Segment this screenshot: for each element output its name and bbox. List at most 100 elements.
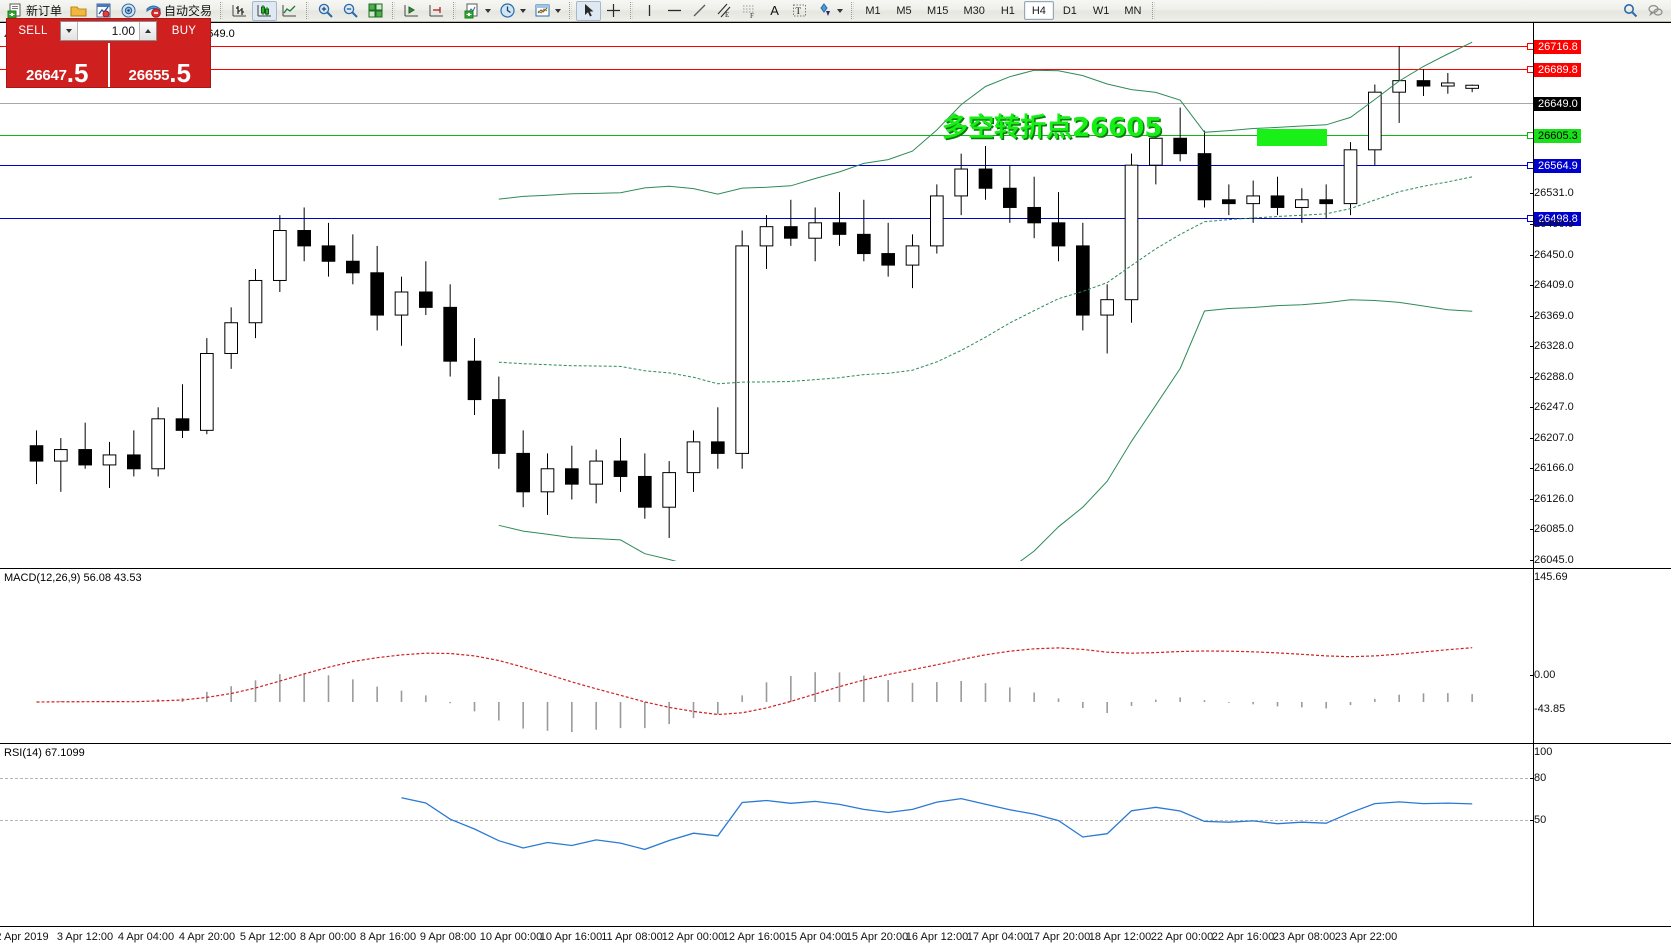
toolbar-separator-8 (1152, 2, 1156, 19)
templates-button[interactable] (530, 1, 565, 21)
rsi-subwindow[interactable]: RSI(14) 67.1099 100 80 50 (0, 743, 1671, 926)
time-label-9: 10 Apr 16:00 (539, 931, 603, 943)
zoom-in-button[interactable] (313, 1, 338, 21)
chart-bottom-border (0, 926, 1671, 927)
timeframe-m30[interactable]: M30 (963, 4, 985, 17)
time-label-3: 4 Apr 20:00 (178, 931, 236, 943)
zoom-out-button[interactable] (338, 1, 363, 21)
price-tick-26085: 26085.0 (1530, 523, 1574, 535)
market-watch-button[interactable] (91, 1, 116, 21)
bar-chart-button[interactable] (227, 1, 252, 21)
autotrading-button[interactable]: 自动交易 (141, 1, 216, 21)
triangle-down-icon (66, 29, 72, 33)
timeframe-h1[interactable]: H1 (1000, 4, 1015, 17)
oct-price-row: 26647 .5 26655 .5 (7, 43, 210, 87)
time-label-21: 23 Apr 08:00 (1272, 931, 1336, 943)
text-label-button[interactable]: T (787, 1, 812, 21)
timeframe-m5[interactable]: M5 (896, 4, 912, 17)
zoom-out-icon (342, 2, 359, 19)
rsi-axis-50: 50 (1529, 814, 1547, 826)
timeframe-mn[interactable]: MN (1124, 4, 1142, 17)
shapes-button[interactable] (812, 1, 847, 21)
periods-button[interactable] (495, 1, 530, 21)
tile-windows-button[interactable] (363, 1, 388, 21)
folder-icon (70, 2, 87, 19)
highlight-rectangle[interactable] (1257, 129, 1327, 146)
auto-scroll-icon (428, 2, 445, 19)
time-label-1: 3 Apr 12:00 (56, 931, 114, 943)
new-order-button[interactable]: 新订单 (3, 1, 66, 21)
timeframe-m1[interactable]: M1 (865, 4, 881, 17)
time-label-14: 15 Apr 20:00 (845, 931, 909, 943)
toolbar-separator-3 (392, 2, 396, 19)
crosshair-icon (605, 2, 622, 19)
magnifier-button[interactable] (1618, 1, 1643, 21)
rsi-axis-100: 100 (1534, 746, 1553, 758)
price-line-pivot-26605 (0, 135, 1533, 136)
time-axis[interactable]: 2 Apr 2019 3 Apr 12:00 4 Apr 04:00 4 Apr 20… (0, 927, 1671, 949)
volume-value[interactable]: 1.00 (111, 24, 135, 38)
fibonacci-button[interactable]: F (737, 1, 762, 21)
text-button[interactable]: A (762, 1, 787, 21)
chevron-down-icon-3[interactable] (555, 8, 562, 13)
autotrading-label: 自动交易 (164, 4, 213, 18)
auto-scroll-button[interactable] (424, 1, 449, 21)
price-label-26498: 26498.8 (1534, 212, 1581, 226)
chat-icon (1647, 2, 1664, 19)
chevron-down-icon[interactable] (485, 8, 492, 13)
buy-price[interactable]: 26655 .5 (107, 43, 211, 88)
trendline-icon (691, 2, 708, 19)
candlestick-chart-button[interactable] (252, 0, 278, 21)
chart-canvas[interactable]: DJ30-,H4 26645.0 26650.0 26640.0 26649.0… (0, 22, 1671, 949)
toolbar-separator-2 (306, 2, 310, 19)
volume-increment-button[interactable] (139, 22, 156, 40)
buy-price-integer: 26655 (128, 67, 170, 84)
cursor-button[interactable] (576, 0, 602, 21)
sell-button[interactable]: SELL (18, 25, 48, 37)
horizontal-line-button[interactable] (662, 1, 687, 21)
timeframe-w1[interactable]: W1 (1092, 4, 1110, 17)
price-tick-26450: 26450.0 (1530, 249, 1574, 261)
candlestick-series (29, 41, 1479, 561)
price-label-current-26649: 26649.0 (1534, 97, 1581, 111)
timeframe-h4[interactable]: H4 (1023, 1, 1054, 20)
timeframe-d1[interactable]: D1 (1062, 4, 1077, 17)
trendline-button[interactable] (687, 1, 712, 21)
price-tick-26328: 26328.0 (1530, 340, 1574, 352)
line-chart-button[interactable] (277, 1, 302, 21)
chat-button[interactable] (1643, 1, 1668, 21)
horizontal-line-icon (666, 2, 683, 19)
price-label-26689: 26689.8 (1534, 63, 1581, 77)
macd-axis-min: -43.85 (1534, 703, 1566, 715)
vertical-line-button[interactable] (637, 1, 662, 21)
shapes-icon (816, 2, 833, 19)
buy-price-fraction: .5 (169, 57, 191, 88)
cursor-icon (580, 2, 597, 19)
crosshair-button[interactable] (601, 1, 626, 21)
time-label-0: 2 Apr 2019 (0, 931, 49, 943)
price-line-current (0, 103, 1533, 104)
equidistant-channel-button[interactable]: E (712, 1, 737, 21)
macd-series (36, 647, 1473, 733)
volume-stepper[interactable]: 1.00 (60, 21, 157, 41)
navigator-icon (120, 2, 137, 19)
chart-shift-button[interactable] (399, 1, 424, 21)
chevron-down-icon-2[interactable] (520, 8, 527, 13)
time-label-17: 17 Apr 20:00 (1027, 931, 1091, 943)
volume-decrement-button[interactable] (61, 22, 78, 40)
one-click-trading-panel[interactable]: SELL 1.00 BUY 26647 .5 26655 .5 (6, 18, 211, 88)
macd-label: MACD(12,26,9) 56.08 43.53 (4, 572, 142, 584)
macd-subwindow[interactable]: MACD(12,26,9) 56.08 43.53 145.69 0.00 -4… (0, 568, 1671, 743)
timeframe-m15[interactable]: M15 (927, 4, 949, 17)
magnifier-icon (1622, 2, 1639, 19)
chevron-down-icon-4[interactable] (837, 8, 844, 13)
price-tick-26166: 26166.0 (1530, 462, 1574, 474)
buy-button[interactable]: BUY (171, 25, 197, 37)
profiles-button[interactable] (66, 1, 91, 21)
navigator-button[interactable] (116, 1, 141, 21)
price-label-26716: 26716.8 (1534, 40, 1581, 54)
sell-price[interactable]: 26647 .5 (7, 43, 108, 87)
chart-annotation-text[interactable]: 多空转折点26605 (942, 113, 1163, 143)
indicators-button[interactable] (460, 1, 495, 21)
price-tick-26247: 26247.0 (1530, 401, 1574, 413)
